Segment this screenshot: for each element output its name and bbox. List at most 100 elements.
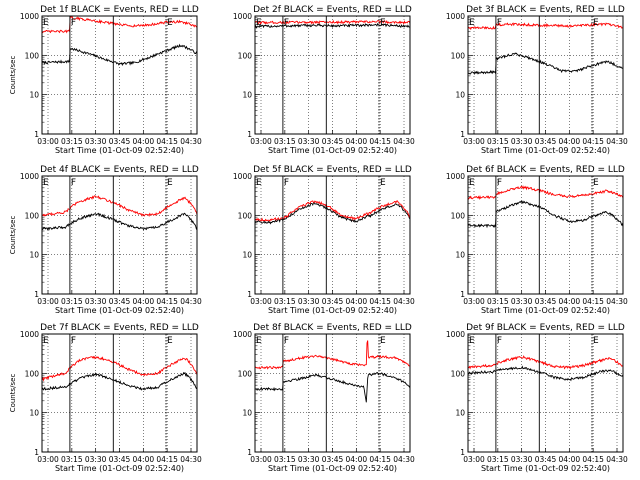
x-tick-label: 04:15 [156, 137, 178, 146]
y-tick-label: 10 [29, 251, 39, 260]
x-tick-label: 04:30 [393, 137, 415, 146]
y-tick-label: 10 [242, 251, 252, 260]
series-line-black [255, 372, 411, 403]
x-tick-label: 03:15 [61, 137, 83, 146]
y-tick-label: 100 [451, 369, 466, 378]
x-tick-label: 04:30 [180, 455, 202, 464]
y-tick-label: 1 [247, 130, 252, 139]
x-tick-label: 04:30 [606, 137, 628, 146]
x-tick-label: 03:30 [298, 455, 320, 464]
series-line-red [254, 19, 411, 25]
event-marker-label: E [469, 336, 475, 346]
x-tick-label: 04:15 [582, 137, 604, 146]
y-tick-label: 10 [29, 91, 39, 100]
series-line-black [254, 22, 411, 29]
y-tick-label: 1000 [233, 330, 252, 339]
plot-frame [254, 333, 411, 453]
x-tick-label: 04:00 [133, 297, 155, 306]
chart-title: Det 9f BLACK = Events, RED = LLD [466, 323, 625, 333]
x-tick-label: 04:00 [133, 137, 155, 146]
plot-frame [41, 15, 198, 135]
x-tick-label: 03:15 [61, 455, 83, 464]
x-axis-label: Start Time (01-Oct-09 02:52:40) [481, 464, 610, 473]
event-marker-label: F [71, 178, 76, 188]
chart-title: Det 5f BLACK = Events, RED = LLD [253, 165, 412, 175]
series-line-black [41, 371, 198, 391]
y-tick-label: 1 [460, 448, 465, 457]
x-axis-label: Start Time (01-Oct-09 02:52:40) [268, 464, 397, 473]
x-tick-label: 03:30 [85, 297, 107, 306]
series-line-black [41, 212, 198, 231]
event-marker-label: E [593, 178, 599, 188]
x-tick-label: 03:00 [250, 297, 272, 306]
x-tick-label: 03:15 [274, 297, 296, 306]
x-tick-label: 03:00 [463, 297, 485, 306]
y-tick-label: 1 [34, 290, 39, 299]
y-tick-label: 10 [242, 91, 252, 100]
y-tick-label: 1 [34, 448, 39, 457]
plot-frame [467, 175, 624, 295]
event-marker-label: E [380, 336, 386, 346]
series-line-red [254, 340, 411, 370]
x-axis-label: Start Time (01-Oct-09 02:52:40) [55, 306, 184, 315]
x-tick-label: 03:00 [37, 455, 59, 464]
y-tick-label: 1000 [446, 172, 465, 181]
y-tick-label: 100 [238, 51, 253, 60]
chart-title: Det 2f BLACK = Events, RED = LLD [253, 5, 412, 15]
x-tick-label: 03:45 [322, 297, 344, 306]
x-tick-label: 03:45 [109, 455, 131, 464]
x-tick-label: 03:00 [37, 137, 59, 146]
event-marker-label: F [497, 18, 502, 28]
y-tick-label: 1 [247, 290, 252, 299]
x-tick-label: 04:15 [369, 455, 391, 464]
x-tick-label: 03:30 [511, 455, 533, 464]
x-tick-label: 04:00 [559, 455, 581, 464]
plot-frame [254, 15, 411, 135]
series-line-red [254, 200, 410, 222]
x-axis-label: Start Time (01-Oct-09 02:52:40) [268, 146, 397, 155]
x-tick-label: 04:00 [559, 297, 581, 306]
x-tick-label: 04:00 [559, 137, 581, 146]
event-marker-label: E [593, 336, 599, 346]
y-tick-label: 1000 [233, 12, 252, 21]
x-tick-label: 04:30 [180, 297, 202, 306]
x-tick-label: 03:15 [487, 297, 509, 306]
event-marker-label: E [256, 336, 262, 346]
y-tick-label: 10 [455, 91, 465, 100]
y-tick-label: 1000 [20, 330, 39, 339]
series-line-black [467, 52, 624, 75]
x-tick-label: 03:15 [487, 455, 509, 464]
event-marker-label: E [167, 18, 173, 28]
x-tick-label: 03:30 [511, 297, 533, 306]
x-tick-label: 03:00 [250, 137, 272, 146]
x-axis-label: Start Time (01-Oct-09 02:52:40) [481, 146, 610, 155]
event-marker-label: E [167, 178, 173, 188]
x-tick-label: 03:00 [463, 137, 485, 146]
y-tick-label: 1 [460, 290, 465, 299]
y-tick-label: 1000 [20, 172, 39, 181]
plot-frame [41, 175, 198, 295]
y-tick-label: 100 [25, 51, 40, 60]
y-tick-label: 100 [451, 51, 466, 60]
x-tick-label: 04:00 [133, 455, 155, 464]
chart-title: Det 6f BLACK = Events, RED = LLD [466, 165, 625, 175]
y-tick-label: 10 [455, 251, 465, 260]
event-marker-label: E [469, 18, 475, 28]
x-axis-label: Start Time (01-Oct-09 02:52:40) [268, 306, 397, 315]
event-marker-label: E [380, 18, 386, 28]
y-tick-label: 1 [460, 130, 465, 139]
x-tick-label: 03:45 [322, 455, 344, 464]
x-tick-label: 03:30 [298, 137, 320, 146]
x-tick-label: 03:15 [274, 137, 296, 146]
x-tick-label: 04:00 [346, 455, 368, 464]
event-marker-label: F [71, 18, 76, 28]
chart-title: Det 3f BLACK = Events, RED = LLD [466, 5, 625, 15]
y-tick-label: 10 [242, 409, 252, 418]
event-marker-label: E [43, 178, 49, 188]
